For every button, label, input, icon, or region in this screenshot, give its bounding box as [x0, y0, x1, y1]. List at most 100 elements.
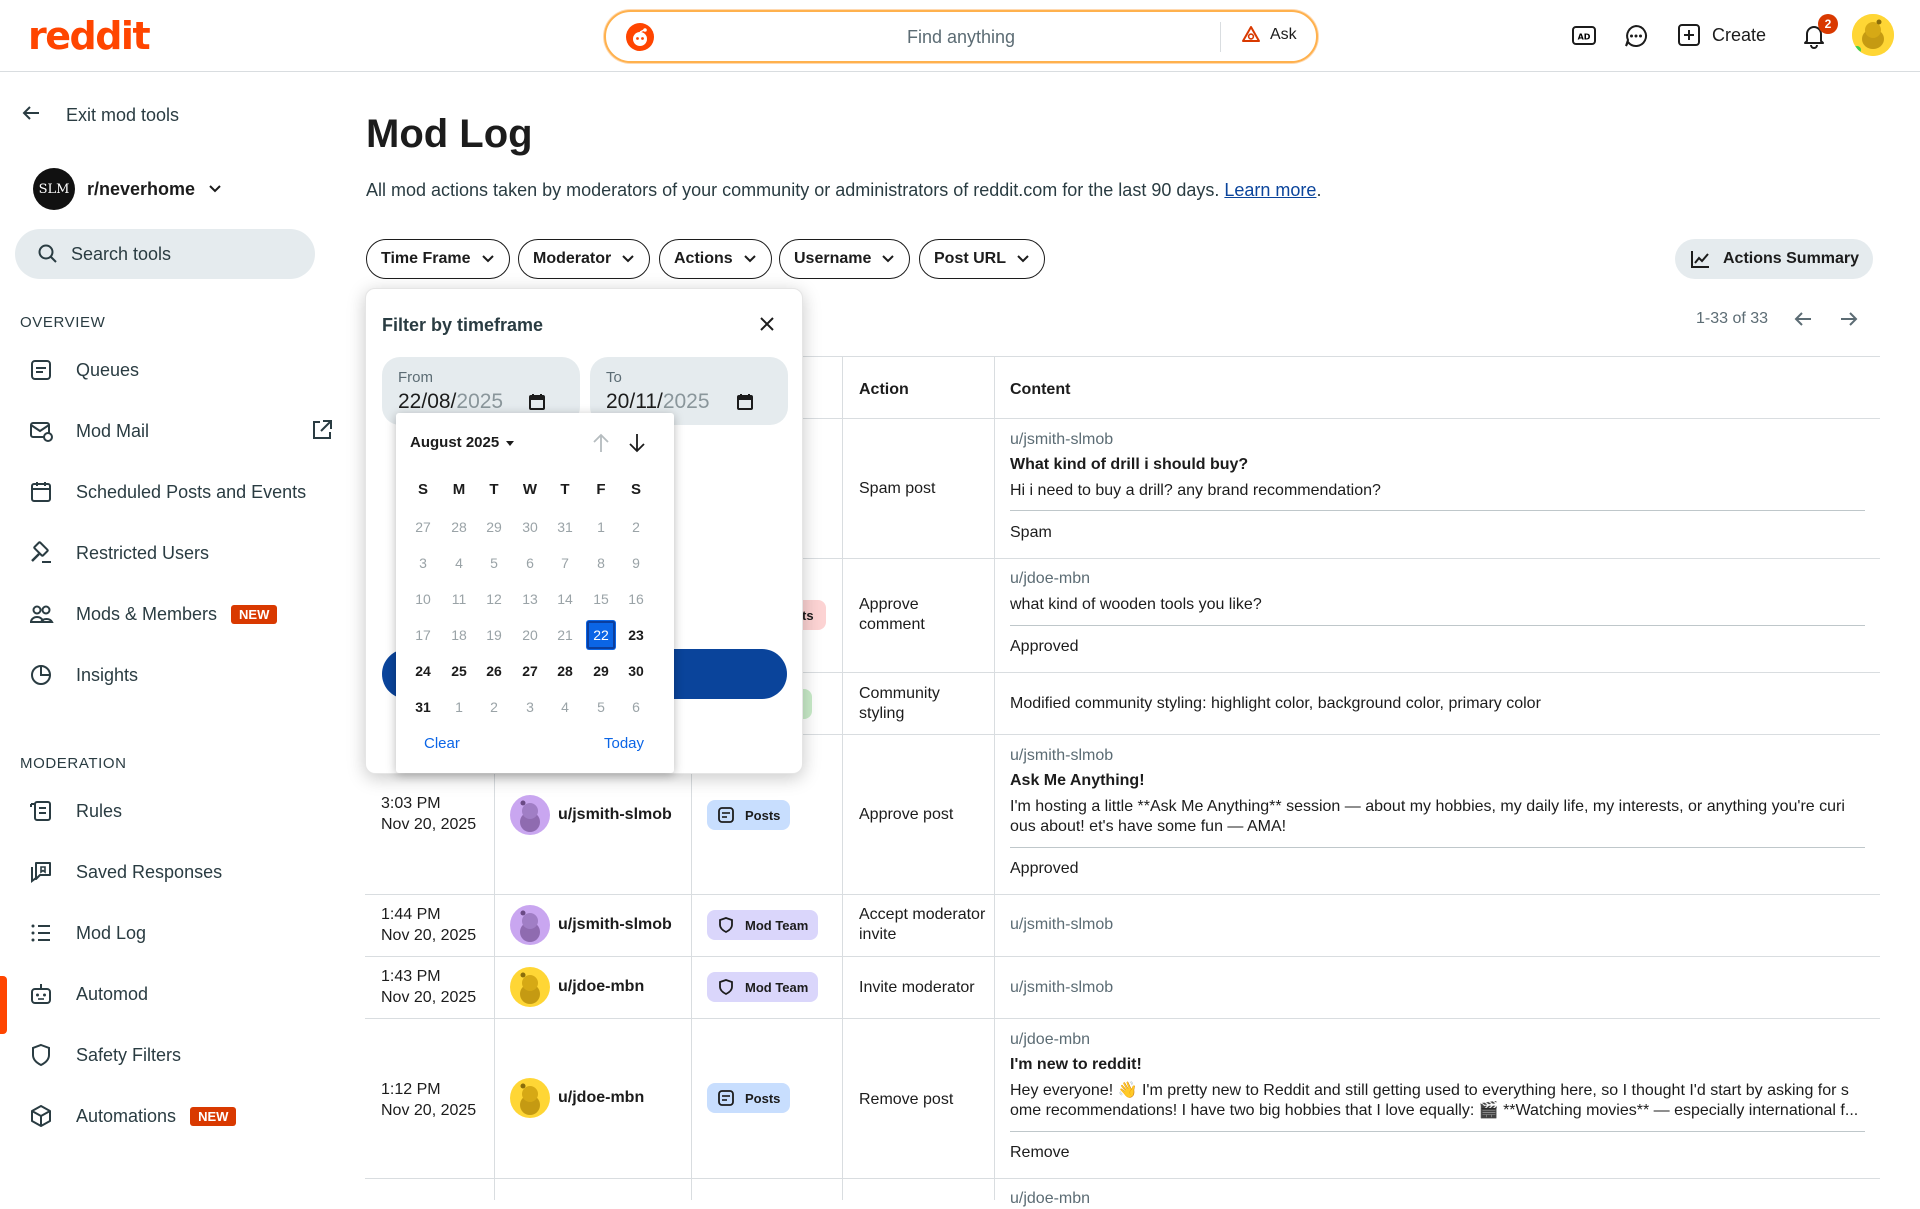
calendar-day[interactable]: 4	[561, 699, 569, 715]
search-tools-input[interactable]: Search tools	[15, 229, 315, 279]
sidebar-item-rules[interactable]: Rules	[28, 798, 122, 824]
calendar-day[interactable]: 20	[522, 627, 538, 643]
divider	[1010, 625, 1865, 626]
content-text[interactable]: u/jsmith-slmob	[1010, 979, 1114, 996]
calendar-day[interactable]: 14	[557, 591, 573, 607]
chat-icon[interactable]	[1622, 22, 1650, 50]
calendar-day[interactable]: 28	[451, 519, 467, 535]
calendar-day[interactable]: 18	[451, 627, 467, 643]
content-author[interactable]: u/jdoe-mbn	[1010, 570, 1091, 587]
calendar-day[interactable]: 22	[586, 620, 616, 650]
sidebar-item-scheduled-posts[interactable]: Scheduled Posts and Events	[28, 479, 306, 505]
calendar-day[interactable]: 26	[486, 663, 502, 679]
calendar-day[interactable]: 5	[597, 699, 605, 715]
content-title[interactable]: Ask Me Anything!	[1010, 772, 1145, 789]
advertise-icon[interactable]: AD	[1570, 22, 1598, 50]
calendar-day[interactable]: 27	[522, 663, 538, 679]
moderator-user[interactable]: u/jsmith-slmob	[510, 905, 672, 945]
calendar-day[interactable]: 8	[597, 555, 605, 571]
content-author[interactable]: u/jsmith-slmob	[1010, 747, 1114, 764]
calendar-day[interactable]: 12	[486, 591, 502, 607]
calendar-day[interactable]: 10	[415, 591, 431, 607]
calendar-day[interactable]: 19	[486, 627, 502, 643]
sidebar-item-mod-mail[interactable]: Mod Mail	[28, 418, 149, 444]
close-icon[interactable]	[756, 313, 778, 335]
sidebar-item-automations[interactable]: Automations NEW	[28, 1103, 237, 1129]
notification-bell-icon[interactable]	[1800, 22, 1828, 50]
calendar-icon[interactable]	[528, 393, 546, 411]
previous-page-icon[interactable]	[1792, 308, 1814, 330]
calendar-day[interactable]: 31	[415, 699, 431, 715]
username-filter[interactable]: Username	[779, 239, 911, 279]
calendar-day[interactable]: 30	[628, 663, 644, 679]
calendar-day[interactable]: 4	[455, 555, 463, 571]
sidebar-item-safety-filters[interactable]: Safety Filters	[28, 1042, 181, 1068]
calendar-day[interactable]: 2	[632, 519, 640, 535]
content-title[interactable]: I'm new to reddit!	[1010, 1056, 1142, 1073]
moderator-user[interactable]: u/jdoe-mbn	[510, 1078, 644, 1118]
content-author[interactable]: u/jdoe-mbn	[1010, 1190, 1091, 1207]
calendar-day[interactable]: 2	[490, 699, 498, 715]
content-author[interactable]: u/jdoe-mbn	[1010, 1031, 1091, 1048]
calendar-day[interactable]: 27	[415, 519, 431, 535]
sidebar-item-saved-responses[interactable]: Saved Responses	[28, 859, 222, 885]
moderator-user[interactable]: u/jdoe-mbn	[510, 967, 644, 1007]
sidebar-item-insights[interactable]: Insights	[28, 662, 138, 688]
calendar-day[interactable]: 3	[526, 699, 534, 715]
actions-filter[interactable]: Actions	[659, 239, 772, 279]
content-title[interactable]: What kind of drill i should buy?	[1010, 456, 1249, 473]
sidebar-item-mod-log[interactable]: Mod Log	[28, 920, 146, 946]
calendar-day[interactable]: 29	[593, 663, 609, 679]
calendar-day[interactable]: 21	[557, 627, 573, 643]
next-page-icon[interactable]	[1838, 308, 1860, 330]
time-frame-filter[interactable]: Time Frame	[366, 239, 510, 279]
global-search-bar[interactable]: Find anything Ask	[604, 10, 1318, 63]
ask-button[interactable]: Ask	[1240, 24, 1297, 46]
calendar-day[interactable]: 3	[419, 555, 427, 571]
posts-pill: Posts	[707, 1083, 791, 1113]
calendar-day[interactable]: 16	[628, 591, 644, 607]
clear-button[interactable]: Clear	[424, 735, 460, 752]
calendar-day[interactable]: 17	[415, 627, 431, 643]
calendar-icon[interactable]	[736, 393, 754, 411]
moderator-user[interactable]: u/jsmith-slmob	[510, 795, 672, 835]
calendar-day[interactable]: 6	[632, 699, 640, 715]
calendar-day[interactable]: 24	[415, 663, 431, 679]
sidebar-item-queues[interactable]: Queues	[28, 357, 139, 383]
reddit-logo[interactable]: reddit	[28, 14, 151, 58]
calendar-day[interactable]: 25	[451, 663, 467, 679]
sidebar-item-mods-members[interactable]: Mods & Members NEW	[28, 601, 278, 627]
calendar-day[interactable]: 13	[522, 591, 538, 607]
calendar-day[interactable]: 7	[561, 555, 569, 571]
sidebar-item-restricted-users[interactable]: Restricted Users	[28, 540, 209, 566]
calendar-day[interactable]: 29	[486, 519, 502, 535]
actions-summary-button[interactable]: Actions Summary	[1675, 239, 1874, 279]
calendar-day[interactable]: 1	[597, 519, 605, 535]
previous-month-icon[interactable]	[590, 432, 612, 454]
calendar-day[interactable]: 15	[593, 591, 609, 607]
row-divider	[365, 1178, 1880, 1179]
external-link-icon[interactable]	[310, 418, 334, 442]
user-avatar[interactable]	[1852, 14, 1894, 56]
exit-mod-tools-link[interactable]: Exit mod tools	[20, 102, 179, 128]
next-month-icon[interactable]	[626, 432, 648, 454]
sidebar-item-automod[interactable]: Automod	[28, 981, 148, 1007]
create-button[interactable]: Create	[1676, 22, 1766, 48]
post-url-filter[interactable]: Post URL	[919, 239, 1045, 279]
community-switcher[interactable]: SLM r/neverhome	[33, 168, 223, 210]
calendar-day[interactable]: 6	[526, 555, 534, 571]
calendar-day[interactable]: 31	[557, 519, 573, 535]
calendar-day[interactable]: 23	[628, 627, 644, 643]
content-text[interactable]: u/jsmith-slmob	[1010, 916, 1114, 933]
calendar-day[interactable]: 30	[522, 519, 538, 535]
today-button[interactable]: Today	[604, 735, 645, 752]
calendar-day[interactable]: 9	[632, 555, 640, 571]
month-select[interactable]: August 2025	[410, 434, 515, 451]
moderator-filter[interactable]: Moderator	[518, 239, 651, 279]
calendar-day[interactable]: 11	[451, 591, 467, 607]
calendar-day[interactable]: 5	[490, 555, 498, 571]
calendar-day[interactable]: 1	[455, 699, 463, 715]
content-author[interactable]: u/jsmith-slmob	[1010, 431, 1114, 448]
calendar-day[interactable]: 28	[557, 663, 573, 679]
learn-more-link[interactable]: Learn more	[1224, 180, 1317, 200]
